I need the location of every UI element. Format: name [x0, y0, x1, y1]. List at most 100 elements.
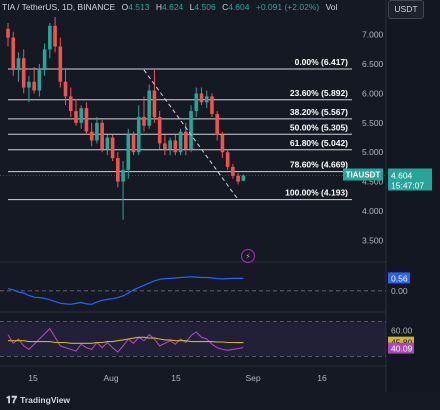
last-price-tag [388, 168, 432, 191]
rsi-pane: 60.0045.8040.09 [0, 321, 414, 357]
fibonacci-retracement[interactable]: 0.00% (6.417) 23.60% (5.892) 38.20% (5.567… [8, 57, 352, 201]
macd-pane: 0.56 0.00 [0, 272, 410, 305]
fib-level-label: 61.80% (5.042) [290, 138, 348, 148]
rsi-level-label: 60.00 [391, 325, 413, 335]
tradingview-logo[interactable]: 𝟏𝟕 TradingView [6, 395, 126, 408]
candle-body [63, 81, 68, 97]
fib-level-label: 38.20% (5.567) [290, 107, 348, 117]
candle-body [220, 134, 225, 153]
candle-body [6, 28, 10, 38]
candle-body [199, 93, 204, 103]
candle-body [79, 108, 84, 123]
alert-icon-glyph: ⚡ [245, 252, 251, 261]
candle-body [32, 81, 36, 91]
candle-body [231, 166, 235, 176]
candle-body [236, 175, 240, 182]
price-axis[interactable]: 7.000 6.500 6.000 5.500 5.000 4.500 4.000 3.500… [0, 30, 432, 246]
candle-body [189, 111, 193, 150]
high-label: H [155, 2, 163, 12]
candle-body [173, 140, 178, 153]
high-value: 4.624 [162, 2, 184, 12]
price-tick-label: 4.500 [362, 177, 384, 187]
candle-body [157, 116, 162, 144]
price-tick-label: 6.000 [362, 88, 384, 98]
candle-body [136, 116, 141, 153]
change-value: +0.091 (+2.02%) [255, 2, 320, 12]
candle-body [42, 49, 47, 70]
trend-line-segment [143, 69, 239, 200]
macd-value-label: 0.56 [391, 273, 408, 283]
candles [6, 17, 246, 220]
rsi-ma-value-tag [388, 336, 414, 348]
time-tick-label: Sep [245, 373, 260, 383]
candle-body [58, 46, 63, 82]
candle-body [74, 111, 78, 123]
time-axis[interactable]: 15 Aug 15 Sep 16 [28, 373, 327, 383]
symbol-title[interactable]: TIA / TetherUS, 1D, BINANCE [2, 2, 116, 12]
rsi-value-tag [388, 342, 414, 354]
candle-body [110, 137, 115, 159]
rsi-value-label: 40.09 [391, 344, 413, 354]
price-tick-label: 5.500 [362, 118, 384, 128]
candle-body [142, 116, 146, 126]
time-tick-label: 15 [171, 373, 181, 383]
trend-line[interactable] [143, 69, 239, 200]
price-tick-label: 4.000 [362, 206, 384, 216]
candle-body [11, 37, 16, 70]
symbol-tag [343, 168, 383, 181]
macd-series-line [7, 276, 244, 305]
candle-body [53, 25, 57, 47]
low-label: L [189, 2, 195, 12]
open-value: 4.513 [128, 2, 150, 12]
fib-level-label: 78.60% (4.669) [290, 160, 348, 170]
candle-body [163, 143, 167, 150]
alert-icon[interactable]: ⚡ [240, 248, 256, 264]
chart-header: TIA / TetherUS, 1D, BINANCE O4.513 H4.62… [2, 2, 382, 14]
candle-body [16, 58, 21, 70]
candle-body [204, 96, 209, 103]
price-tick-label: 7.000 [362, 30, 384, 40]
last-price-value: 4.604 [391, 170, 413, 180]
currency-button[interactable]: USDT [388, 0, 424, 19]
time-tick-label: 15 [28, 373, 38, 383]
macd-value-tag [388, 272, 410, 284]
candle-body [27, 81, 31, 88]
volume-label: Vol [325, 2, 338, 12]
time-tick-label: Aug [103, 373, 118, 383]
candle-body [84, 108, 89, 132]
fib-level-label: 23.60% (5.892) [290, 88, 348, 98]
time-tick-label: 16 [317, 373, 327, 383]
candle-body [194, 93, 199, 112]
macd-zero-label: 0.00 [391, 286, 408, 296]
candle-body [105, 137, 110, 150]
brand-label: TradingView [20, 395, 71, 405]
candle-body [37, 69, 42, 91]
fib-level-label: 0.00% (6.417) [295, 57, 349, 67]
fib-level-label: 100.00% (4.193) [285, 188, 348, 198]
candle-body [89, 131, 94, 141]
candle-body [131, 134, 136, 153]
candle-body [210, 96, 214, 115]
fib-level-label: 50.00% (5.305) [290, 122, 348, 132]
low-value: 4.506 [194, 2, 216, 12]
symbol-tag-label: TIAUSDT [346, 170, 381, 179]
rsi-series-line [7, 327, 244, 353]
candle-body [168, 140, 172, 150]
candle-body [225, 152, 230, 167]
candle-body [184, 131, 188, 150]
candle-body [48, 25, 52, 50]
rsi-ma-series-line [8, 336, 244, 344]
candle-body [100, 122, 104, 150]
candle-body [68, 96, 73, 112]
candle-body [152, 90, 157, 117]
candle-body [21, 58, 26, 88]
candle-body [126, 134, 131, 170]
candle-body [147, 90, 152, 126]
tradingview-icon: 𝟏𝟕 [6, 395, 18, 406]
price-tick-label: 6.500 [362, 59, 384, 69]
price-tick-label: 3.500 [362, 235, 384, 245]
close-label: C [222, 2, 229, 12]
candle-body [215, 114, 219, 135]
close-value: 4.604 [228, 2, 250, 12]
